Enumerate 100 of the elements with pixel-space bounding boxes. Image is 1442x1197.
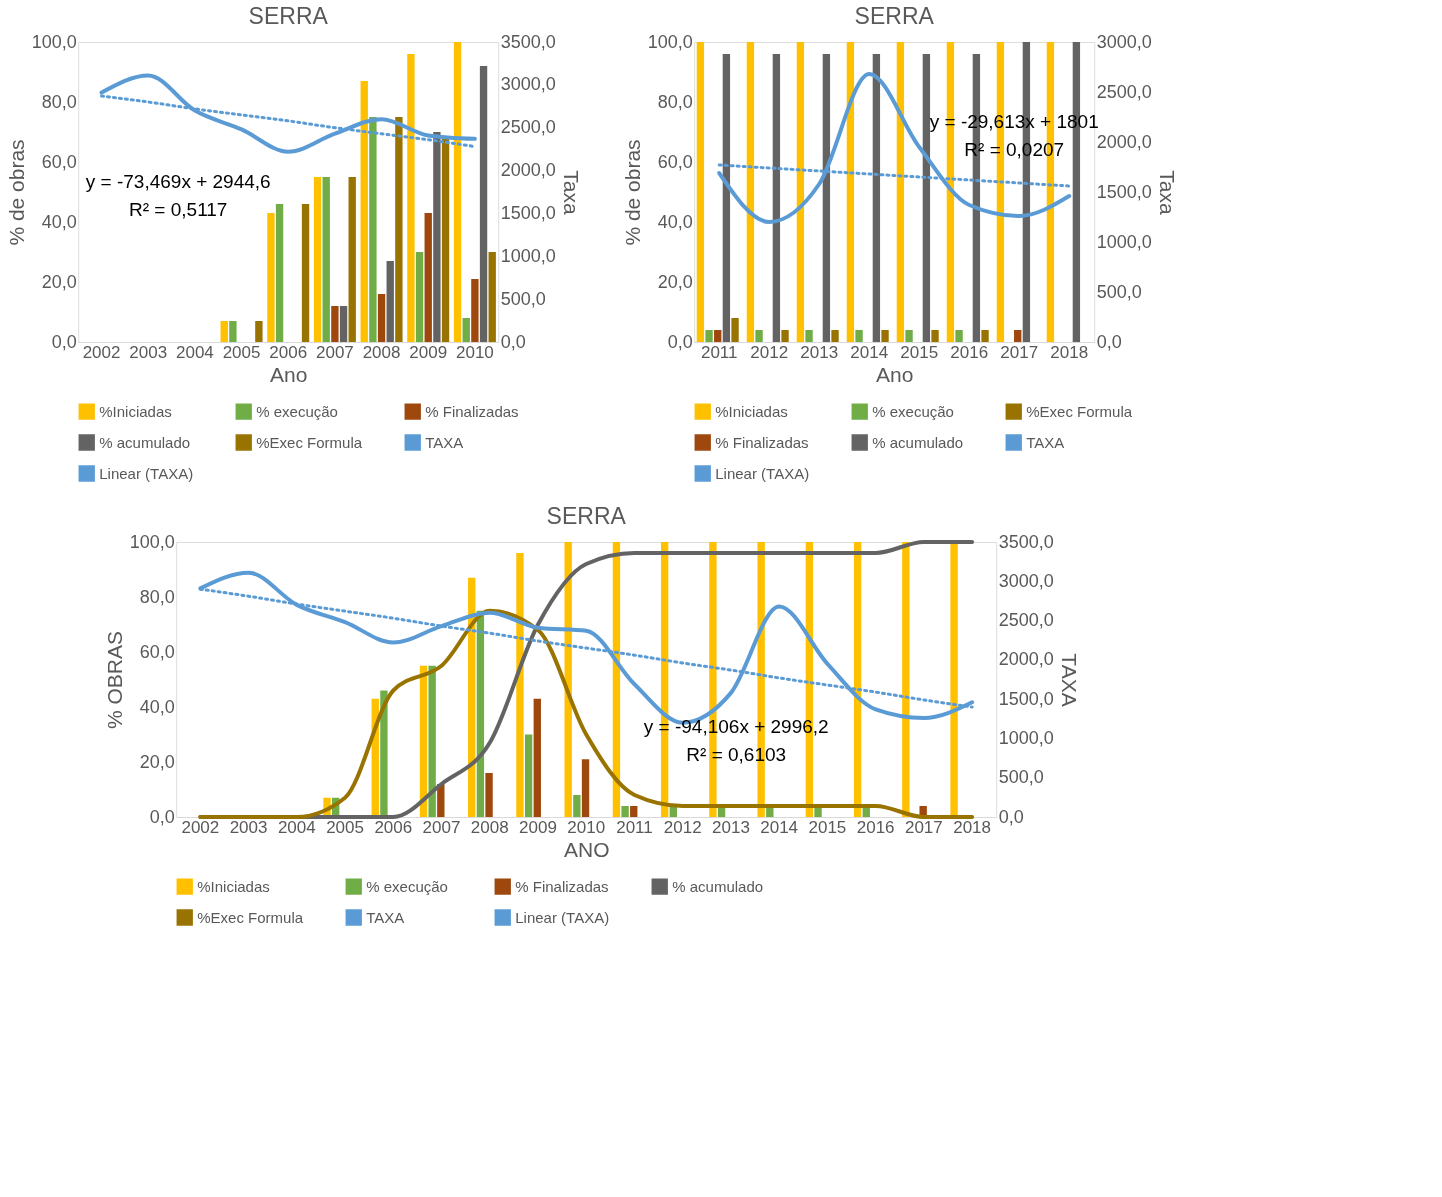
bar xyxy=(846,42,855,342)
bar xyxy=(453,42,462,342)
x-tick-label: 2014 xyxy=(850,342,889,362)
bar xyxy=(955,330,963,342)
bar xyxy=(255,321,263,342)
y-tick-label: 0,0 xyxy=(149,806,175,827)
y2-tick-label: 0,0 xyxy=(998,806,1024,827)
annotation: y = -73,469x + 2944,6 xyxy=(85,171,271,192)
legend-label: %Exec Formula xyxy=(197,908,304,926)
x-tick-label: 2010 xyxy=(567,817,606,837)
bar xyxy=(630,806,638,817)
y2-tick-label: 2000,0 xyxy=(998,649,1054,670)
y-tick-label: 20,0 xyxy=(139,751,175,772)
x-tick-label: 2005 xyxy=(222,342,261,362)
y-tick-label: 100,0 xyxy=(31,31,77,52)
chart-title: SERRA xyxy=(546,503,627,529)
legend-label: % Finalizadas xyxy=(425,402,519,420)
x-tick-label: 2011 xyxy=(616,817,653,837)
legend-label: %Iniciadas xyxy=(99,402,172,420)
bar xyxy=(229,321,237,342)
bar xyxy=(424,213,432,342)
bar xyxy=(433,132,441,342)
y-axis-title: % de obras xyxy=(4,139,28,246)
legend-label: Linear (TAXA) xyxy=(715,464,810,482)
x-tick-label: 2012 xyxy=(750,342,789,362)
x-tick-label: 2006 xyxy=(374,817,413,837)
x-tick-label: 2013 xyxy=(800,342,839,362)
bar xyxy=(946,42,955,342)
y2-tick-label: 1000,0 xyxy=(1096,231,1152,252)
y2-tick-label: 3000,0 xyxy=(1096,31,1152,52)
bar xyxy=(855,330,863,342)
bar xyxy=(533,698,541,817)
bar xyxy=(1014,330,1022,342)
x-tick-label: 2003 xyxy=(129,342,168,362)
y-tick-label: 60,0 xyxy=(657,151,693,172)
line-series xyxy=(99,73,477,154)
x-tick-label: 2013 xyxy=(712,817,750,837)
bar xyxy=(395,117,403,342)
bar xyxy=(377,294,386,342)
line-series xyxy=(198,608,975,819)
legend-label: TAXA xyxy=(366,908,405,926)
bar xyxy=(322,177,330,342)
x-tick-label: 2015 xyxy=(900,342,939,362)
y2-tick-label: 1500,0 xyxy=(500,202,556,223)
bar xyxy=(573,795,581,817)
y-tick-label: 60,0 xyxy=(41,151,77,172)
y2-tick-label: 2500,0 xyxy=(500,117,556,138)
legend-label: % execução xyxy=(872,402,954,420)
y2-tick-label: 3500,0 xyxy=(500,31,556,52)
y-tick-label: 80,0 xyxy=(41,91,77,112)
x-tick-label: 2008 xyxy=(362,342,401,362)
x-tick-label: 2017 xyxy=(904,817,943,837)
y2-tick-label: 1000,0 xyxy=(500,245,556,266)
x-tick-label: 2004 xyxy=(175,342,214,362)
bar xyxy=(905,330,913,342)
bar xyxy=(524,734,533,817)
bar xyxy=(705,330,713,342)
bar xyxy=(301,204,310,342)
bar xyxy=(902,542,910,817)
bar xyxy=(428,665,436,817)
bar xyxy=(621,806,629,817)
x-axis-title: Ano xyxy=(876,362,914,386)
x-tick-label: 2018 xyxy=(1050,342,1089,362)
x-tick-label: 2005 xyxy=(326,817,364,837)
x-tick-label: 2016 xyxy=(950,342,989,362)
x-tick-label: 2002 xyxy=(82,342,121,362)
bar xyxy=(781,330,789,342)
y-tick-label: 40,0 xyxy=(139,696,175,717)
bar xyxy=(746,42,755,342)
x-tick-label: 2012 xyxy=(663,817,702,837)
x-tick-label: 2018 xyxy=(953,817,992,837)
legend-label: Linear (TAXA) xyxy=(99,464,194,482)
bar xyxy=(360,81,368,342)
bar xyxy=(275,204,284,342)
bar xyxy=(881,330,889,342)
y-tick-label: 100,0 xyxy=(647,31,693,52)
x-tick-label: 2007 xyxy=(422,817,461,837)
legend-label: Linear (TAXA) xyxy=(515,908,610,926)
legend-label: TAXA xyxy=(1026,433,1065,451)
legend-label: % acumulado xyxy=(872,433,964,451)
y2-tick-label: 0,0 xyxy=(1096,331,1122,352)
y2-tick-label: 2500,0 xyxy=(998,610,1054,631)
legend-label: %Exec Formula xyxy=(256,433,363,451)
legend-label: % Finalizadas xyxy=(715,433,809,451)
x-tick-label: 2007 xyxy=(315,342,354,362)
bar xyxy=(772,54,781,342)
bar xyxy=(722,54,731,342)
bar xyxy=(805,330,813,342)
bar xyxy=(981,330,989,342)
bar xyxy=(488,252,496,342)
bar xyxy=(714,330,722,342)
bar xyxy=(220,321,228,342)
x-tick-label: 2016 xyxy=(856,817,895,837)
bar xyxy=(485,773,493,817)
y-tick-label: 20,0 xyxy=(657,271,693,292)
bar xyxy=(896,42,905,342)
bar xyxy=(369,117,377,342)
x-tick-label: 2014 xyxy=(760,817,799,837)
y-axis-title: % OBRAS xyxy=(102,630,126,730)
y2-tick-label: 1000,0 xyxy=(998,727,1054,748)
